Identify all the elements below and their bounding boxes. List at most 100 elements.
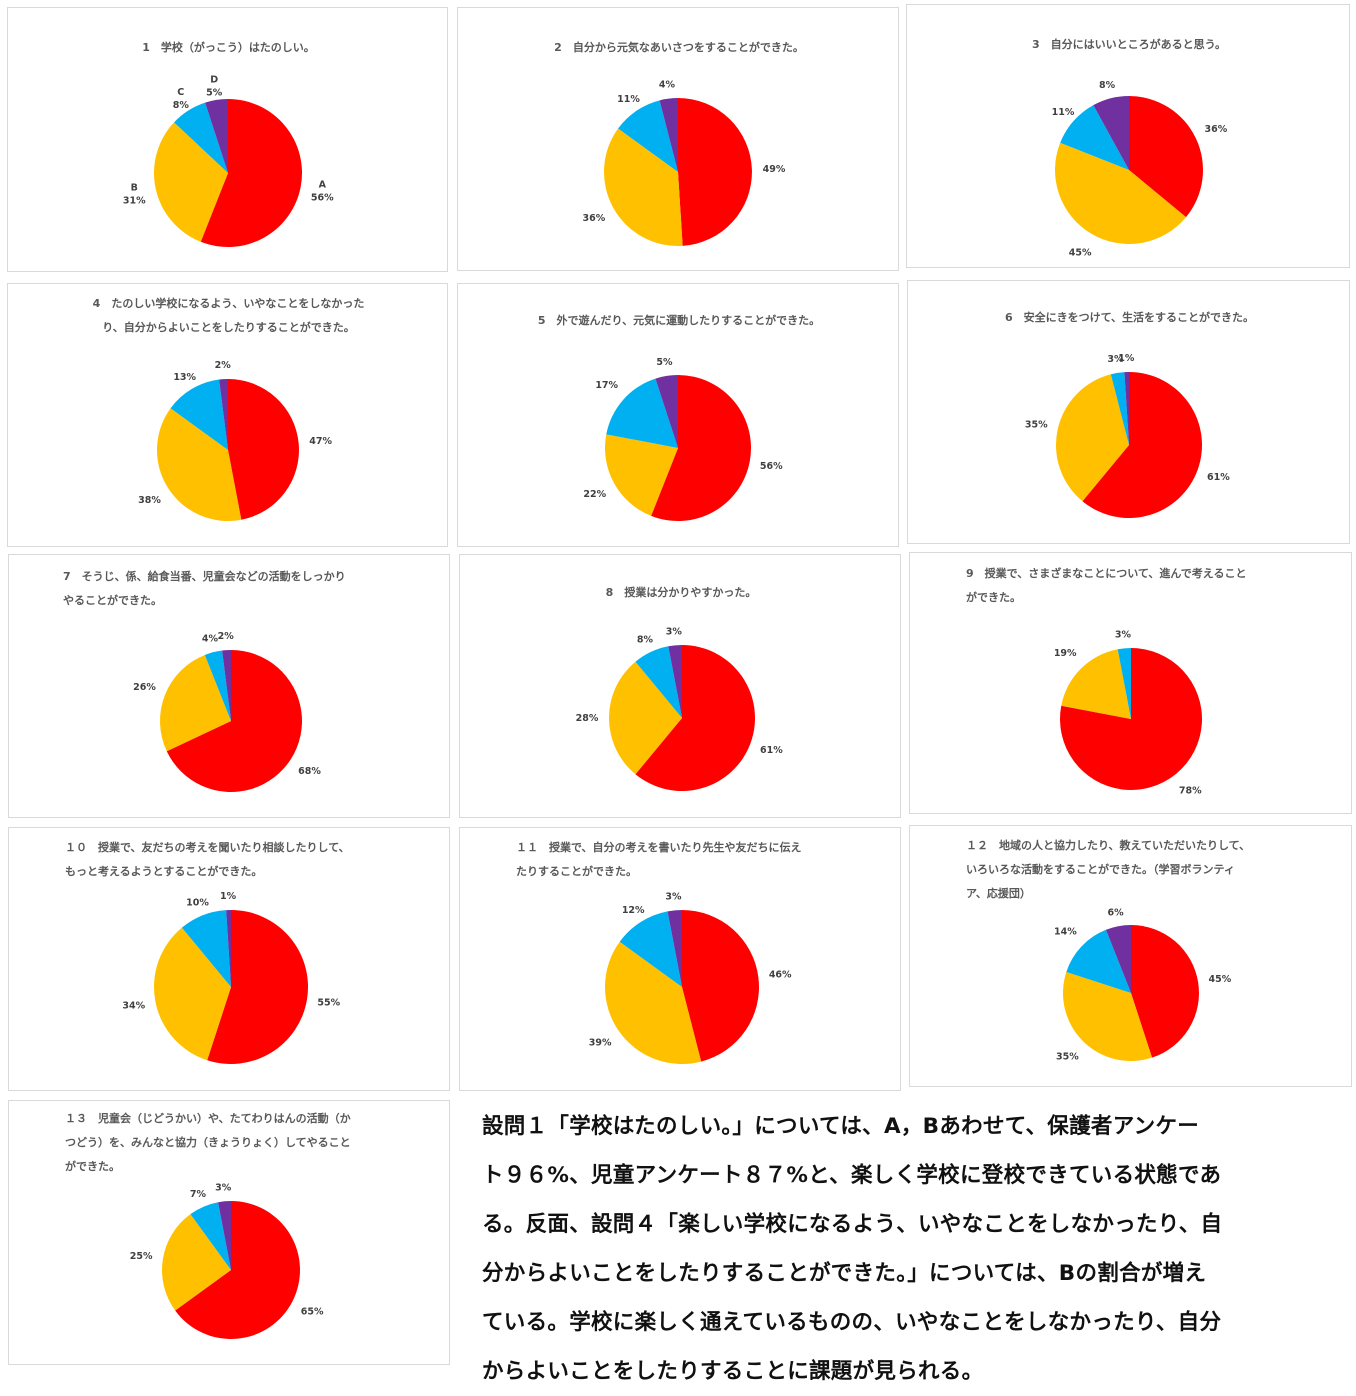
chart-title: 4 たのしい学校になるよう、いやなことをしなかった り、自分からよいことをしたりす… bbox=[8, 292, 449, 340]
data-label-C: 8% bbox=[637, 634, 654, 645]
pie-slice-B bbox=[603, 128, 683, 246]
pie-slice-C bbox=[1060, 105, 1129, 170]
chart-title-line: 2 自分から元気なあいさつをすることができた。 bbox=[554, 41, 804, 54]
data-label-D: 2% bbox=[215, 360, 232, 371]
data-label-C: 12% bbox=[622, 905, 645, 916]
chart-title: 5 外で遊んだり、元気に運動したりすることができた。 bbox=[458, 309, 900, 333]
chart-title: 7 そうじ、係、給食当番、児童会などの活動をしっかり やることができた。 bbox=[63, 565, 346, 613]
chart-panel-9: 9 授業で、さまざまなことについて、進んで考えること ができた。 78% 19% 3% bbox=[909, 552, 1352, 814]
data-label-A: 47% bbox=[309, 436, 332, 447]
chart-title: 6 安全にきをつけて、生活をすることができた。 bbox=[908, 306, 1351, 330]
pie-slice-B bbox=[162, 1214, 231, 1311]
pie-slice-B bbox=[1055, 374, 1129, 502]
pie-slice-D bbox=[1093, 95, 1129, 170]
pie-slice-B bbox=[1061, 649, 1131, 719]
chart-panel-5: 5 外で遊んだり、元気に運動したりすることができた。 56% 22% 17% 5% bbox=[457, 283, 899, 547]
pie-slice-A bbox=[207, 910, 309, 1064]
data-label-D: 3% bbox=[215, 1182, 232, 1193]
pie-slice-A bbox=[200, 98, 303, 247]
pie-slice-B bbox=[157, 408, 242, 521]
chart-title-line: 1 学校（がっこう）はたのしい。 bbox=[142, 41, 315, 54]
data-label-B: 26% bbox=[133, 682, 156, 693]
data-label-A: A 56% bbox=[311, 180, 334, 204]
data-label-A: 56% bbox=[760, 461, 783, 472]
pie-slice-C bbox=[619, 911, 682, 987]
data-label-C: 3% bbox=[1107, 354, 1124, 365]
pie-slice-B bbox=[605, 941, 702, 1064]
pie-slice-A bbox=[651, 375, 752, 521]
data-label-A: 61% bbox=[760, 745, 783, 756]
pie-slice-C bbox=[606, 378, 678, 448]
data-label-D: 3% bbox=[666, 626, 683, 637]
pie-slice-C bbox=[190, 1202, 231, 1270]
chart-title: １３ 児童会（じどうかい）や、たてわりはんの活動（か つどう）を、みんなと協力（き… bbox=[65, 1107, 351, 1179]
data-label-B: 35% bbox=[1056, 1052, 1079, 1063]
data-label-C: 17% bbox=[595, 380, 618, 391]
chart-title-line: 7 そうじ、係、給食当番、児童会などの活動をしっかり bbox=[63, 570, 346, 583]
data-label-A: 78% bbox=[1179, 786, 1202, 797]
chart-panel-7: 7 そうじ、係、給食当番、児童会などの活動をしっかり やることができた。 68% 26… bbox=[8, 554, 450, 818]
pie-chart: 55% 34% 10% 1% bbox=[122, 891, 341, 1064]
pie-slice-A bbox=[175, 1201, 301, 1339]
data-label-B: 45% bbox=[1069, 248, 1092, 259]
data-label-B: 28% bbox=[576, 713, 599, 724]
chart-panel-12: １２ 地域の人と協力したり、教えていただいたりして、 いろいろな活動をすることがで… bbox=[909, 825, 1352, 1087]
chart-title-line: 4 たのしい学校になるよう、いやなことをしなかった bbox=[92, 297, 365, 310]
data-label-A: 61% bbox=[1207, 472, 1230, 483]
pie-slice-B bbox=[154, 122, 228, 242]
pie-slice-A bbox=[1131, 925, 1199, 1058]
pie-slice-D bbox=[668, 645, 682, 718]
data-label-D: 6% bbox=[1108, 908, 1125, 919]
chart-panel-2: 2 自分から元気なあいさつをすることができた。 49% 36% 11% 4% bbox=[457, 7, 899, 271]
pie-slice-C bbox=[170, 379, 228, 450]
chart-panel-4: 4 たのしい学校になるよう、いやなことをしなかった り、自分からよいことをしたりす… bbox=[7, 283, 448, 547]
data-label-C: 3% bbox=[1115, 629, 1132, 640]
data-label-B: 35% bbox=[1025, 419, 1048, 430]
chart-title-line: 3 自分にはいいところがあると思う。 bbox=[1032, 38, 1226, 51]
pie-slice-B bbox=[1063, 971, 1153, 1061]
data-label-B: 39% bbox=[589, 1038, 612, 1049]
pie-chart: 56% 22% 17% 5% bbox=[583, 357, 783, 521]
pie-slice-D bbox=[667, 910, 682, 987]
data-label-B: 22% bbox=[583, 489, 606, 500]
chart-panel-13: １３ 児童会（じどうかい）や、たてわりはんの活動（か つどう）を、みんなと協力（き… bbox=[8, 1100, 450, 1365]
pie-slice-D bbox=[218, 1201, 231, 1270]
data-label-D: 2% bbox=[218, 631, 235, 642]
pie-chart: 61% 35% 3%1% bbox=[1025, 353, 1230, 518]
pie-slice-A bbox=[228, 379, 299, 520]
summary-line: ト９６%、児童アンケート８７%と、楽しく学校に登校できている状態であ bbox=[482, 1163, 1222, 1188]
data-label-A: 46% bbox=[769, 970, 792, 981]
chart-title-line: つどう）を、みんなと協力（きょうりょく）してやること bbox=[65, 1136, 351, 1149]
chart-title: 2 自分から元気なあいさつをすることができた。 bbox=[458, 36, 900, 60]
data-label-C: 11% bbox=[1052, 107, 1075, 118]
pie-chart: 78% 19% 3% bbox=[1054, 629, 1203, 797]
data-label-C: C 8% bbox=[173, 87, 190, 111]
pie-slice-A bbox=[682, 910, 759, 1062]
pie-slice-C bbox=[174, 102, 228, 173]
data-label-D: D 5% bbox=[206, 75, 223, 99]
pie-slice-D bbox=[1124, 371, 1129, 445]
pie-slice-A bbox=[166, 650, 303, 792]
data-label-A: 36% bbox=[1205, 124, 1228, 135]
pie-slice-B bbox=[154, 927, 231, 1061]
chart-panel-1: 1 学校（がっこう）はたのしい。 A 56% B 31% C 8% D 5% bbox=[7, 7, 448, 272]
data-label-C: 13% bbox=[173, 372, 196, 383]
chart-title: 9 授業で、さまざまなことについて、進んで考えること ができた。 bbox=[966, 562, 1246, 610]
data-label-B: 19% bbox=[1054, 648, 1077, 659]
data-label-D: 1% bbox=[220, 891, 237, 902]
pie-slice-D bbox=[655, 375, 678, 448]
pie-chart: 61% 28% 8% 3% bbox=[576, 626, 783, 791]
pie-slice-B bbox=[608, 661, 682, 775]
pie-slice-A bbox=[1060, 648, 1203, 790]
chart-panel-6: 6 安全にきをつけて、生活をすることができた。 61% 35% 3% 1% bbox=[907, 280, 1350, 544]
chart-title-line: たりすることができた。 bbox=[516, 865, 637, 878]
data-label-A: 45% bbox=[1209, 974, 1232, 985]
pie-chart: 36% 45% 11% 8% bbox=[1052, 80, 1228, 259]
summary-text: 設問１「学校はたのしい。」については、A，Bあわせて、保護者アンケー ト９６%、… bbox=[482, 1102, 1302, 1396]
pie-slice-B bbox=[160, 654, 231, 752]
chart-title: １２ 地域の人と協力したり、教えていただいたりして、 いろいろな活動をすることがで… bbox=[966, 834, 1250, 906]
pie-chart: 68% 26% 4% 2% bbox=[133, 631, 321, 792]
pie-chart: 65% 25% 7% 3% bbox=[130, 1182, 324, 1339]
chart-title-line: やることができた。 bbox=[63, 594, 162, 607]
chart-title-line: １２ 地域の人と協力したり、教えていただいたりして、 bbox=[966, 839, 1251, 852]
